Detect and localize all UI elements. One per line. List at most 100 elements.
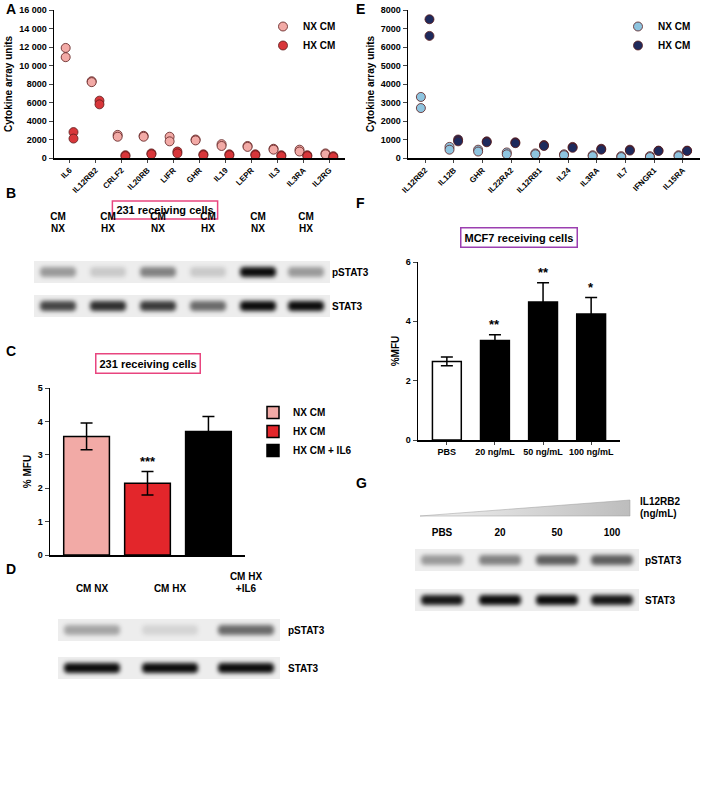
svg-text:C: C <box>6 343 16 359</box>
svg-text:0: 0 <box>406 435 411 445</box>
svg-text:2000: 2000 <box>27 135 47 145</box>
svg-text:HX CM: HX CM <box>303 40 335 51</box>
svg-text:1: 1 <box>38 517 43 527</box>
svg-text:D: D <box>6 561 16 577</box>
svg-text:NX CM: NX CM <box>293 407 325 418</box>
svg-text:F: F <box>356 195 365 211</box>
svg-text:*: * <box>588 280 594 295</box>
svg-text:6: 6 <box>406 257 411 267</box>
svg-text:IL19: IL19 <box>212 166 230 184</box>
svg-text:CM HX: CM HX <box>154 583 187 594</box>
svg-text:HX CM: HX CM <box>658 40 690 51</box>
svg-text:NX: NX <box>251 223 265 234</box>
svg-text:NX CM: NX CM <box>658 21 690 32</box>
svg-text:12 000: 12 000 <box>19 42 47 52</box>
svg-text:STAT3: STAT3 <box>645 595 676 606</box>
svg-text:4: 4 <box>38 417 43 427</box>
svg-text:231 receiving cells: 231 receiving cells <box>100 358 197 370</box>
svg-text:4000: 4000 <box>381 79 401 89</box>
svg-text:**: ** <box>538 265 549 280</box>
svg-text:IL12RB2: IL12RB2 <box>71 166 100 195</box>
svg-text:231 receiving cells: 231 receiving cells <box>116 204 213 216</box>
svg-text:20 ng/mL: 20 ng/mL <box>475 447 515 457</box>
svg-text:STAT3: STAT3 <box>288 663 319 674</box>
svg-text:NX: NX <box>51 223 65 234</box>
svg-text:50 ng/mL: 50 ng/mL <box>523 447 563 457</box>
svg-text:Cytokine array units: Cytokine array units <box>365 35 376 132</box>
svg-text:HX CM + IL6: HX CM + IL6 <box>293 445 352 456</box>
svg-text:IL24: IL24 <box>555 166 573 184</box>
svg-text:1000: 1000 <box>381 135 401 145</box>
svg-text:CM: CM <box>100 211 116 222</box>
svg-text:GHR: GHR <box>468 166 487 185</box>
svg-text:5000: 5000 <box>381 61 401 71</box>
svg-text:(ng/mL): (ng/mL) <box>640 508 677 519</box>
svg-text:CM NX: CM NX <box>76 583 109 594</box>
svg-text:16 000: 16 000 <box>19 5 47 15</box>
svg-text:CM: CM <box>150 211 166 222</box>
svg-text:0: 0 <box>42 153 47 163</box>
svg-text:HX CM: HX CM <box>293 426 325 437</box>
svg-text:A: A <box>6 1 16 17</box>
svg-text:IL12RB1: IL12RB1 <box>515 166 544 195</box>
svg-text:CM HX: CM HX <box>230 571 263 582</box>
svg-text:E: E <box>356 1 365 17</box>
svg-text:4000: 4000 <box>27 116 47 126</box>
svg-text:IL15RA: IL15RA <box>661 166 687 192</box>
svg-text:100: 100 <box>604 527 621 538</box>
svg-text:IL2RG: IL2RG <box>311 166 334 189</box>
svg-text:6000: 6000 <box>27 98 47 108</box>
svg-text:CM: CM <box>250 211 266 222</box>
svg-text:IFNGR1: IFNGR1 <box>631 166 658 193</box>
svg-text:IL12RB2: IL12RB2 <box>400 166 429 195</box>
svg-text:14 000: 14 000 <box>19 24 47 34</box>
svg-text:pSTAT3: pSTAT3 <box>332 267 369 278</box>
svg-text:10 000: 10 000 <box>19 61 47 71</box>
svg-text:+IL6: +IL6 <box>236 583 257 594</box>
svg-text:IL3RA: IL3RA <box>285 166 308 189</box>
svg-text:IL7: IL7 <box>615 166 630 181</box>
svg-text:100 ng/mL: 100 ng/mL <box>569 447 614 457</box>
svg-text:20: 20 <box>494 527 506 538</box>
svg-text:HX: HX <box>101 223 115 234</box>
svg-text:GHR: GHR <box>185 166 204 185</box>
svg-text:IL3RA: IL3RA <box>578 166 601 189</box>
svg-text:pSTAT3: pSTAT3 <box>288 625 325 636</box>
svg-text:6000: 6000 <box>381 42 401 52</box>
svg-text:IL12RB2: IL12RB2 <box>640 496 680 507</box>
svg-text:LEPR: LEPR <box>234 166 256 188</box>
svg-text:IL3: IL3 <box>267 166 282 181</box>
svg-text:PBS: PBS <box>438 447 457 457</box>
svg-text:50: 50 <box>551 527 563 538</box>
svg-text:HX: HX <box>201 223 215 234</box>
svg-text:0: 0 <box>38 550 43 560</box>
svg-text:MCF7 receiving cells: MCF7 receiving cells <box>465 232 574 244</box>
svg-text:2: 2 <box>38 483 43 493</box>
svg-text:HX: HX <box>299 223 313 234</box>
svg-text:**: ** <box>489 317 500 332</box>
svg-text:3000: 3000 <box>381 98 401 108</box>
svg-text:IL22RA2: IL22RA2 <box>486 166 515 195</box>
svg-text:NX CM: NX CM <box>303 21 335 32</box>
svg-text:G: G <box>356 475 367 491</box>
svg-text:0: 0 <box>396 153 401 163</box>
svg-text:CM: CM <box>298 211 314 222</box>
svg-text:4: 4 <box>406 316 411 326</box>
svg-text:% MFU: % MFU <box>22 455 33 488</box>
svg-text:2000: 2000 <box>381 116 401 126</box>
svg-text:8000: 8000 <box>27 79 47 89</box>
svg-text:STAT3: STAT3 <box>332 301 363 312</box>
svg-text:CRLF2: CRLF2 <box>101 166 126 191</box>
svg-text:8000: 8000 <box>381 5 401 15</box>
svg-text:CM: CM <box>200 211 216 222</box>
svg-text:3: 3 <box>38 450 43 460</box>
svg-text:***: *** <box>140 454 156 469</box>
svg-text:Cytokine array units: Cytokine array units <box>3 35 14 132</box>
svg-text:NX: NX <box>151 223 165 234</box>
svg-text:LIFR: LIFR <box>159 166 178 185</box>
svg-text:2: 2 <box>406 376 411 386</box>
svg-text:CM: CM <box>50 211 66 222</box>
svg-text:5: 5 <box>38 383 43 393</box>
svg-text:IL12B: IL12B <box>436 166 458 188</box>
svg-text:pSTAT3: pSTAT3 <box>645 555 682 566</box>
